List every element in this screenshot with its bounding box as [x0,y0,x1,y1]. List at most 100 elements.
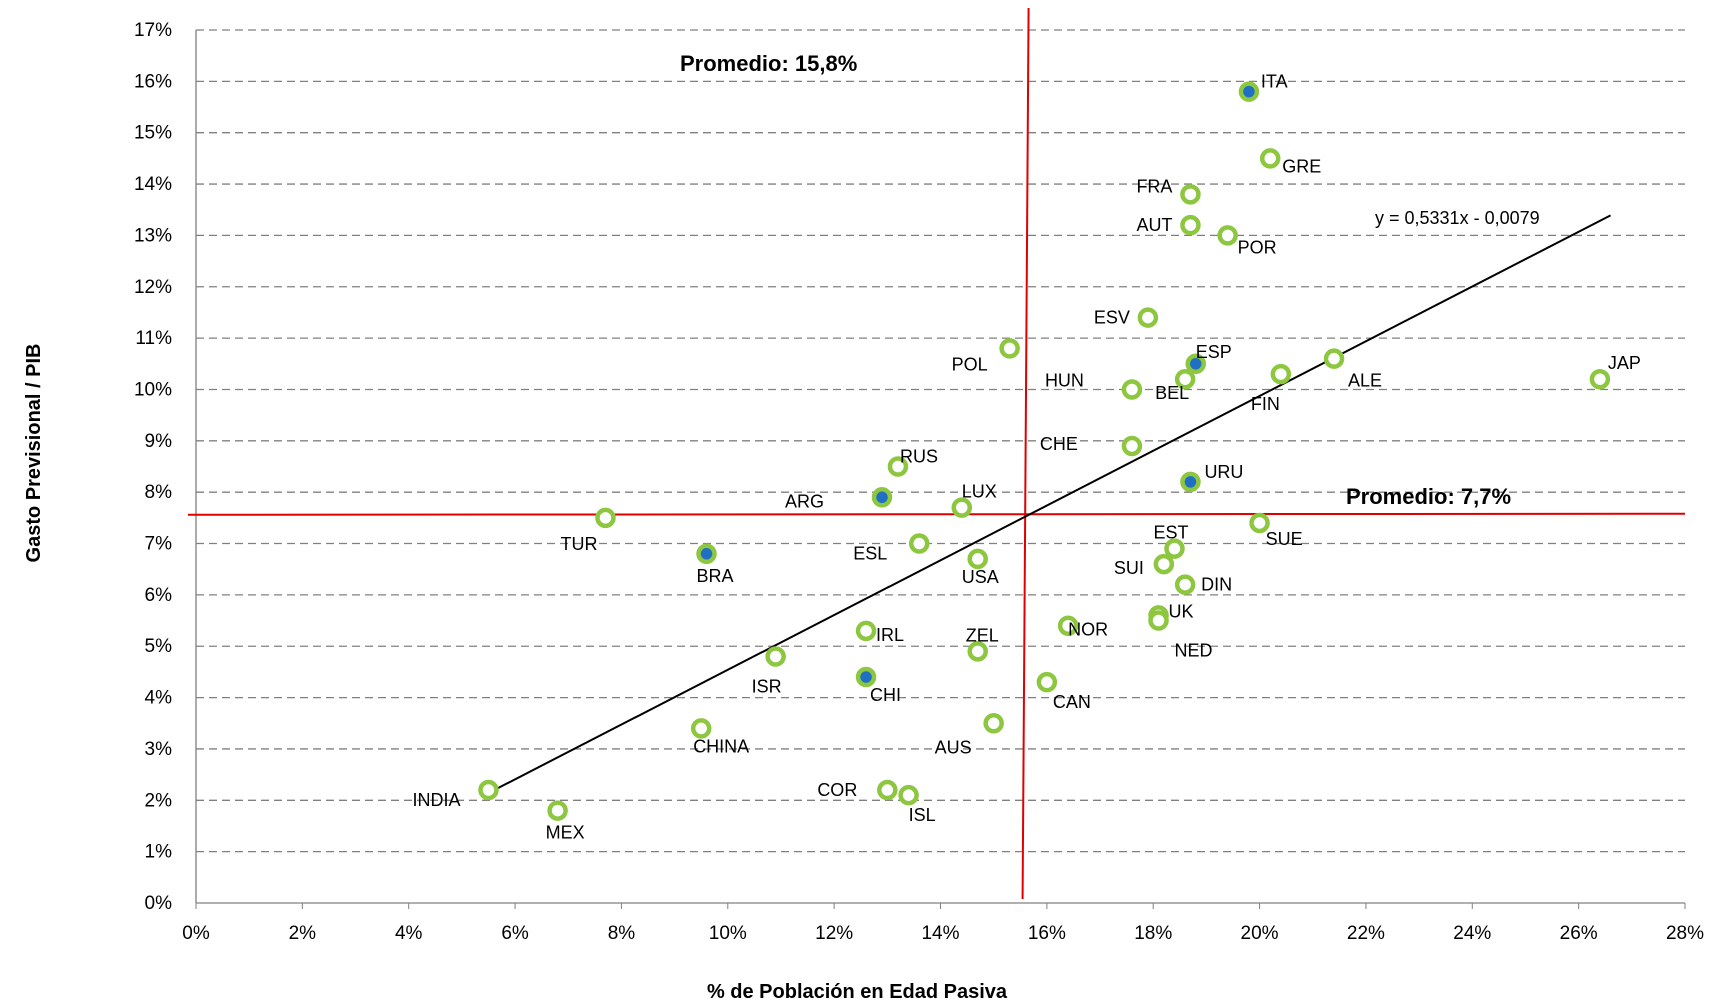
axes [196,30,1685,909]
y-tick-label: 16% [134,71,172,92]
x-tick-label: 26% [1560,923,1598,944]
x-tick-label: 28% [1666,923,1704,944]
point-label: BRA [697,566,734,586]
point-label: ESL [853,544,887,564]
data-point [970,643,986,659]
point-label: NED [1175,641,1213,661]
y-tick-label: 5% [145,636,173,657]
data-point [1262,150,1278,166]
data-point [597,510,613,526]
data-point [768,649,784,665]
point-label: POR [1238,237,1277,257]
y-tick-label: 7% [145,534,173,555]
x-tick-label: 14% [921,923,959,944]
data-point [693,720,709,736]
data-point [986,715,1002,731]
y-tick-label: 1% [145,842,173,863]
point-label: RUS [900,447,938,467]
point-label: FRA [1136,176,1172,196]
y-tick-label: 15% [134,123,172,144]
point-label: CHINA [693,736,749,756]
x-tick-label: 2% [289,923,317,944]
y-tick-label: 9% [145,431,173,452]
y-tick-label: 0% [145,893,173,914]
data-point [1166,541,1182,557]
data-point [879,782,895,798]
data-point [1156,556,1172,572]
data-point [1140,310,1156,326]
point-label: CAN [1053,692,1091,712]
x-tick-label: 24% [1453,923,1491,944]
data-point [1326,351,1342,367]
data-point [1039,674,1055,690]
point-label: CHE [1040,434,1078,454]
y-tick-label: 11% [135,328,172,349]
reference-line-horizontal [188,514,1685,515]
point-label: ZEL [966,625,999,645]
point-label: ESP [1196,342,1232,362]
y-tick-label: 17% [134,20,172,41]
data-point [858,623,874,639]
data-point [1124,381,1140,397]
data-point [1002,340,1018,356]
data-point [1182,186,1198,202]
data-point [480,782,496,798]
point-label: UK [1169,601,1194,621]
point-label: ARG [785,491,824,511]
x-tick-label: 6% [501,923,529,944]
data-point [911,536,927,552]
data-point [1273,366,1289,382]
point-label: ITA [1261,72,1288,92]
data-point [954,500,970,516]
point-label: POL [952,354,988,374]
point-label: NOR [1068,620,1108,640]
y-tick-labels: 0% 1% 2% 3% 4% 5% 6% 7% 8% 9% 10% 11% 12% 13% 14% 15% 16… [134,20,172,914]
x-tick-labels: 0% 2% 4% 6% 8% 10% 12% 14% 16% 18% 20% 22% 24% 26% 28% [182,923,1704,944]
point-label: TUR [560,534,597,554]
data-point-highlight [1241,84,1257,100]
point-label: AUT [1136,215,1172,235]
point-label: ALE [1348,371,1382,391]
point-label: CHI [870,685,901,705]
x-axis-title: % de Población en Edad Pasiva [707,981,1008,1003]
x-tick-label: 12% [815,923,853,944]
data-point [1124,438,1140,454]
data-point [970,551,986,567]
data-point [1151,613,1167,629]
point-label: ISR [752,677,782,697]
y-tick-label: 6% [145,585,173,606]
point-label: JAP [1608,353,1641,373]
y-tick-label: 14% [134,174,172,195]
x-tick-label: 16% [1028,923,1066,944]
point-label: COR [817,780,857,800]
point-label: ESV [1094,308,1130,328]
x-tick-label: 18% [1134,923,1172,944]
x-tick-label: 10% [709,923,747,944]
point-label: SUI [1114,558,1144,578]
grid-lines [196,30,1685,852]
point-label: HUN [1045,370,1084,390]
data-point [1182,217,1198,233]
trendline-equation: y = 0,5331x - 0,0079 [1375,208,1540,228]
y-tick-label: 3% [145,739,173,760]
point-label: GRE [1282,156,1321,176]
y-tick-label: 13% [134,225,172,246]
point-label: AUS [935,737,972,757]
y-tick-label: 12% [134,277,172,298]
y-tick-label: 8% [145,482,173,503]
point-label: IRL [876,625,904,645]
data-point-highlight [1182,474,1198,490]
data-point [1177,577,1193,593]
x-tick-label: 4% [395,923,423,944]
y-tick-label: 4% [145,688,173,709]
point-label: FIN [1251,394,1280,414]
data-point [1592,371,1608,387]
y-axis-title: Gasto Previsional / PIB [23,344,45,563]
y-tick-label: 10% [134,379,172,400]
x-tick-label: 20% [1241,923,1279,944]
reference-label-horizontal: Promedio: 7,7% [1346,484,1511,509]
reference-label-vertical: Promedio: 15,8% [680,51,857,76]
data-point-highlight [858,669,874,685]
y-tick-label: 2% [145,790,173,811]
